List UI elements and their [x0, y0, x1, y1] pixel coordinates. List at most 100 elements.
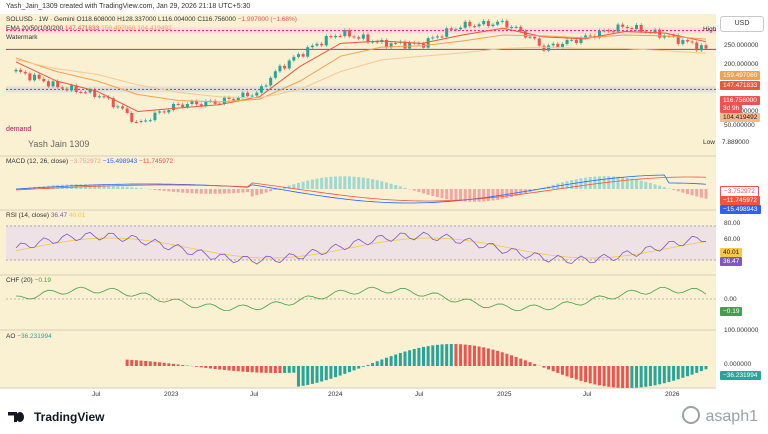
macd-histogram-bar [459, 189, 463, 202]
chf-legend[interactable]: CHF (20) −0.19 [6, 277, 51, 284]
macd-histogram-bar [199, 189, 203, 194]
candle-body [431, 37, 435, 39]
ao-bar [334, 366, 338, 378]
macd-histogram-bar [630, 178, 634, 189]
macd-histogram-bar [338, 176, 342, 189]
candle-body [445, 28, 449, 37]
macd-histogram-bar [185, 189, 189, 193]
macd-histogram-bar [213, 189, 217, 194]
ao-bar [250, 366, 254, 373]
macd-histogram-bar [167, 189, 171, 192]
macd-legend[interactable]: MACD (12, 26, close) −3.752972 −15.49894… [6, 158, 173, 165]
chf-tick: 0.00 [724, 296, 737, 303]
ao-bar [630, 366, 634, 388]
candle-body [287, 60, 291, 69]
watermark-icon [681, 406, 700, 424]
candle-body [296, 54, 300, 57]
ao-bar [204, 366, 208, 368]
trading-chart[interactable] [0, 14, 768, 402]
candle-body [273, 71, 277, 78]
tradingview-logo[interactable]: TradingView [8, 410, 104, 424]
macd-line-tag: −15.498943 [720, 205, 761, 214]
ao-bar [588, 366, 592, 384]
tradingview-logo-dot-icon [16, 412, 24, 422]
macd-label: MACD (12, 26, close) [6, 158, 69, 165]
ao-bar [176, 364, 180, 366]
macd-histogram-bar [310, 179, 314, 189]
macd-histogram-bar [320, 177, 324, 189]
candle-body [329, 36, 333, 38]
demand-label: demand [6, 126, 32, 133]
macd-histogram-bar [440, 189, 444, 199]
ao-bar [445, 344, 449, 366]
candle-body [685, 40, 689, 42]
ao-bar [195, 366, 199, 367]
candle-body [676, 35, 680, 44]
rsi-label: RSI (14, close) [6, 212, 49, 219]
ema-legend[interactable]: EMA 20/50/100/200 147.471833 159.497060 … [6, 25, 172, 32]
candle-body [607, 30, 611, 32]
ao-bar [463, 344, 467, 366]
ao-bar [611, 366, 615, 388]
macd-histogram-bar [162, 189, 166, 191]
macd-histogram-bar [361, 177, 365, 189]
candle-body [556, 43, 560, 47]
candle-body [162, 111, 166, 113]
macd-histogram-bar [130, 187, 134, 189]
candle-body [417, 43, 421, 45]
ao-bar [371, 363, 375, 366]
macd-histogram-bar [616, 176, 620, 189]
ao-bar [153, 361, 157, 366]
macd-histogram-bar [510, 189, 514, 198]
time-axis-background [0, 388, 716, 402]
ao-label: AO [6, 333, 16, 340]
rsi-ma-line [15, 237, 707, 259]
chf-value: −0.19 [34, 277, 51, 284]
candle-body [699, 45, 703, 51]
macd-histogram-bar [570, 180, 574, 189]
candle-body [519, 26, 523, 32]
candle-body [181, 104, 185, 108]
ao-bar [158, 362, 162, 366]
created-by-text: Yash_Jain_1309 created with TradingView.… [6, 3, 251, 10]
ao-bar [324, 366, 328, 381]
candle-body [588, 35, 592, 37]
time-axis-label: 2026 [665, 391, 680, 398]
ao-bar [593, 366, 597, 385]
macd-histogram-bar [648, 183, 652, 189]
rsi-value: 36.47 [50, 212, 68, 219]
ao-bar [542, 366, 546, 368]
ao-legend[interactable]: AO −36.231994 [6, 333, 52, 340]
low-marker-value: 7.889000 [722, 139, 750, 146]
candle-body [283, 65, 287, 69]
macd-histogram-bar [389, 183, 393, 189]
candle-body [635, 24, 639, 30]
candle-body [97, 96, 101, 98]
macd-histogram-bar [486, 189, 490, 202]
macd-histogram-bar [204, 189, 208, 194]
countdown-tag: 3d 9h [720, 104, 743, 113]
candle-body [153, 112, 157, 121]
candle-body [690, 41, 694, 43]
ao-bar [435, 344, 439, 366]
macd-histogram-bar [158, 189, 162, 191]
macd-histogram-bar [644, 181, 648, 189]
ao-bar [648, 366, 652, 387]
ao-bar [570, 366, 574, 378]
macd-histogram-bar [121, 186, 125, 189]
macd-histogram-bar [412, 189, 416, 191]
candle-body [292, 56, 296, 61]
currency-button[interactable]: USD [720, 16, 764, 32]
candle-body [468, 21, 472, 27]
macd-histogram-bar [695, 189, 699, 197]
time-axis-label: Jul [250, 391, 259, 398]
ao-bar [366, 364, 370, 366]
macd-histogram-bar [394, 185, 398, 189]
rsi-legend[interactable]: RSI (14, close) 36.47 40.01 [6, 212, 85, 219]
candle-body [320, 43, 324, 46]
ao-bar [672, 366, 676, 381]
chf-line [15, 286, 707, 312]
open-value: O118.608000 [76, 16, 116, 23]
ao-bar [667, 366, 671, 383]
watermark-legend[interactable]: Watermark [6, 34, 38, 41]
